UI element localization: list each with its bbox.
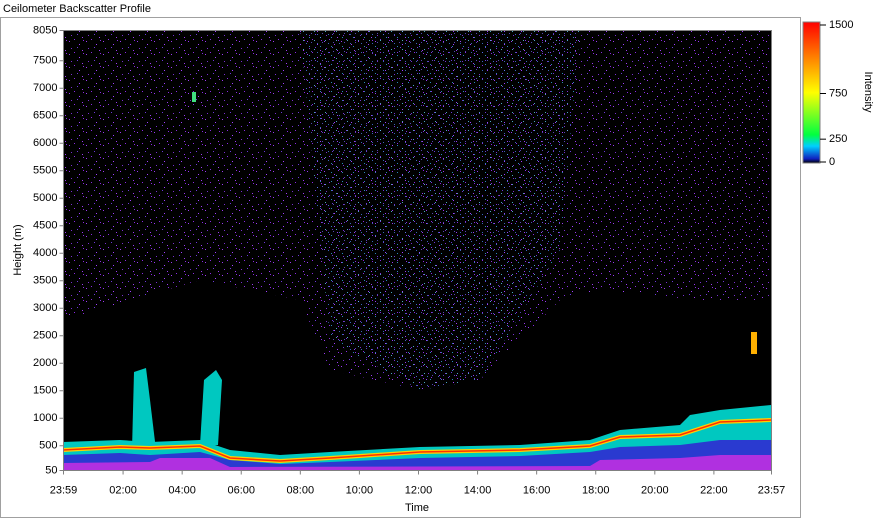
plot-border bbox=[63, 30, 772, 471]
y-tick-label: 3000 bbox=[33, 302, 57, 314]
colorbar-label: Intensity bbox=[862, 72, 874, 113]
y-tick-label: 1500 bbox=[33, 385, 57, 397]
x-axis-label: Time bbox=[405, 502, 429, 514]
y-tick-label: 2000 bbox=[33, 357, 57, 369]
x-tick-label: 16:00 bbox=[523, 484, 551, 496]
y-axis-label: Height (m) bbox=[12, 224, 24, 275]
x-tick-label: 06:00 bbox=[227, 484, 255, 496]
y-tick-label: 6000 bbox=[33, 137, 57, 149]
x-tick-label: 08:00 bbox=[287, 484, 315, 496]
y-tick-label: 2500 bbox=[33, 330, 57, 342]
heatmap bbox=[63, 30, 771, 470]
x-tick-label: 23:57 bbox=[758, 484, 786, 496]
frame bbox=[0, 17, 801, 518]
colorbar bbox=[802, 21, 821, 164]
y-tick-label: 5500 bbox=[33, 165, 57, 177]
y-tick-label: 7500 bbox=[33, 55, 57, 67]
y-tick-label: 1000 bbox=[33, 412, 57, 424]
chart-title: Ceilometer Backscatter Profile bbox=[3, 3, 151, 15]
colorbar-tick-label: 1500 bbox=[829, 19, 853, 31]
y-tick-label: 4000 bbox=[33, 247, 57, 259]
colorbar-tick-label: 250 bbox=[829, 133, 847, 145]
y-tick-label: 4500 bbox=[33, 220, 57, 232]
y-tick-label: 8050 bbox=[33, 24, 57, 36]
x-tick-label: 18:00 bbox=[582, 484, 610, 496]
y-tick-label: 500 bbox=[39, 440, 57, 452]
x-tick-label: 22:00 bbox=[700, 484, 728, 496]
x-tick-label: 23:59 bbox=[50, 484, 78, 496]
x-tick-label: 04:00 bbox=[168, 484, 196, 496]
x-tick-label: 02:00 bbox=[109, 484, 137, 496]
x-tick-label: 14:00 bbox=[464, 484, 492, 496]
colorbar-tick-label: 0 bbox=[829, 156, 835, 168]
x-tick-label: 20:00 bbox=[641, 484, 669, 496]
x-tick-label: 10:00 bbox=[346, 484, 374, 496]
y-tick-label: 7000 bbox=[33, 82, 57, 94]
y-tick-label: 6500 bbox=[33, 110, 57, 122]
x-tick-label: 12:00 bbox=[405, 484, 433, 496]
y-tick-label: 5000 bbox=[33, 192, 57, 204]
colorbar-tick-label: 750 bbox=[829, 87, 847, 99]
y-tick-label: 3500 bbox=[33, 275, 57, 287]
y-tick-label: 50 bbox=[45, 464, 57, 476]
